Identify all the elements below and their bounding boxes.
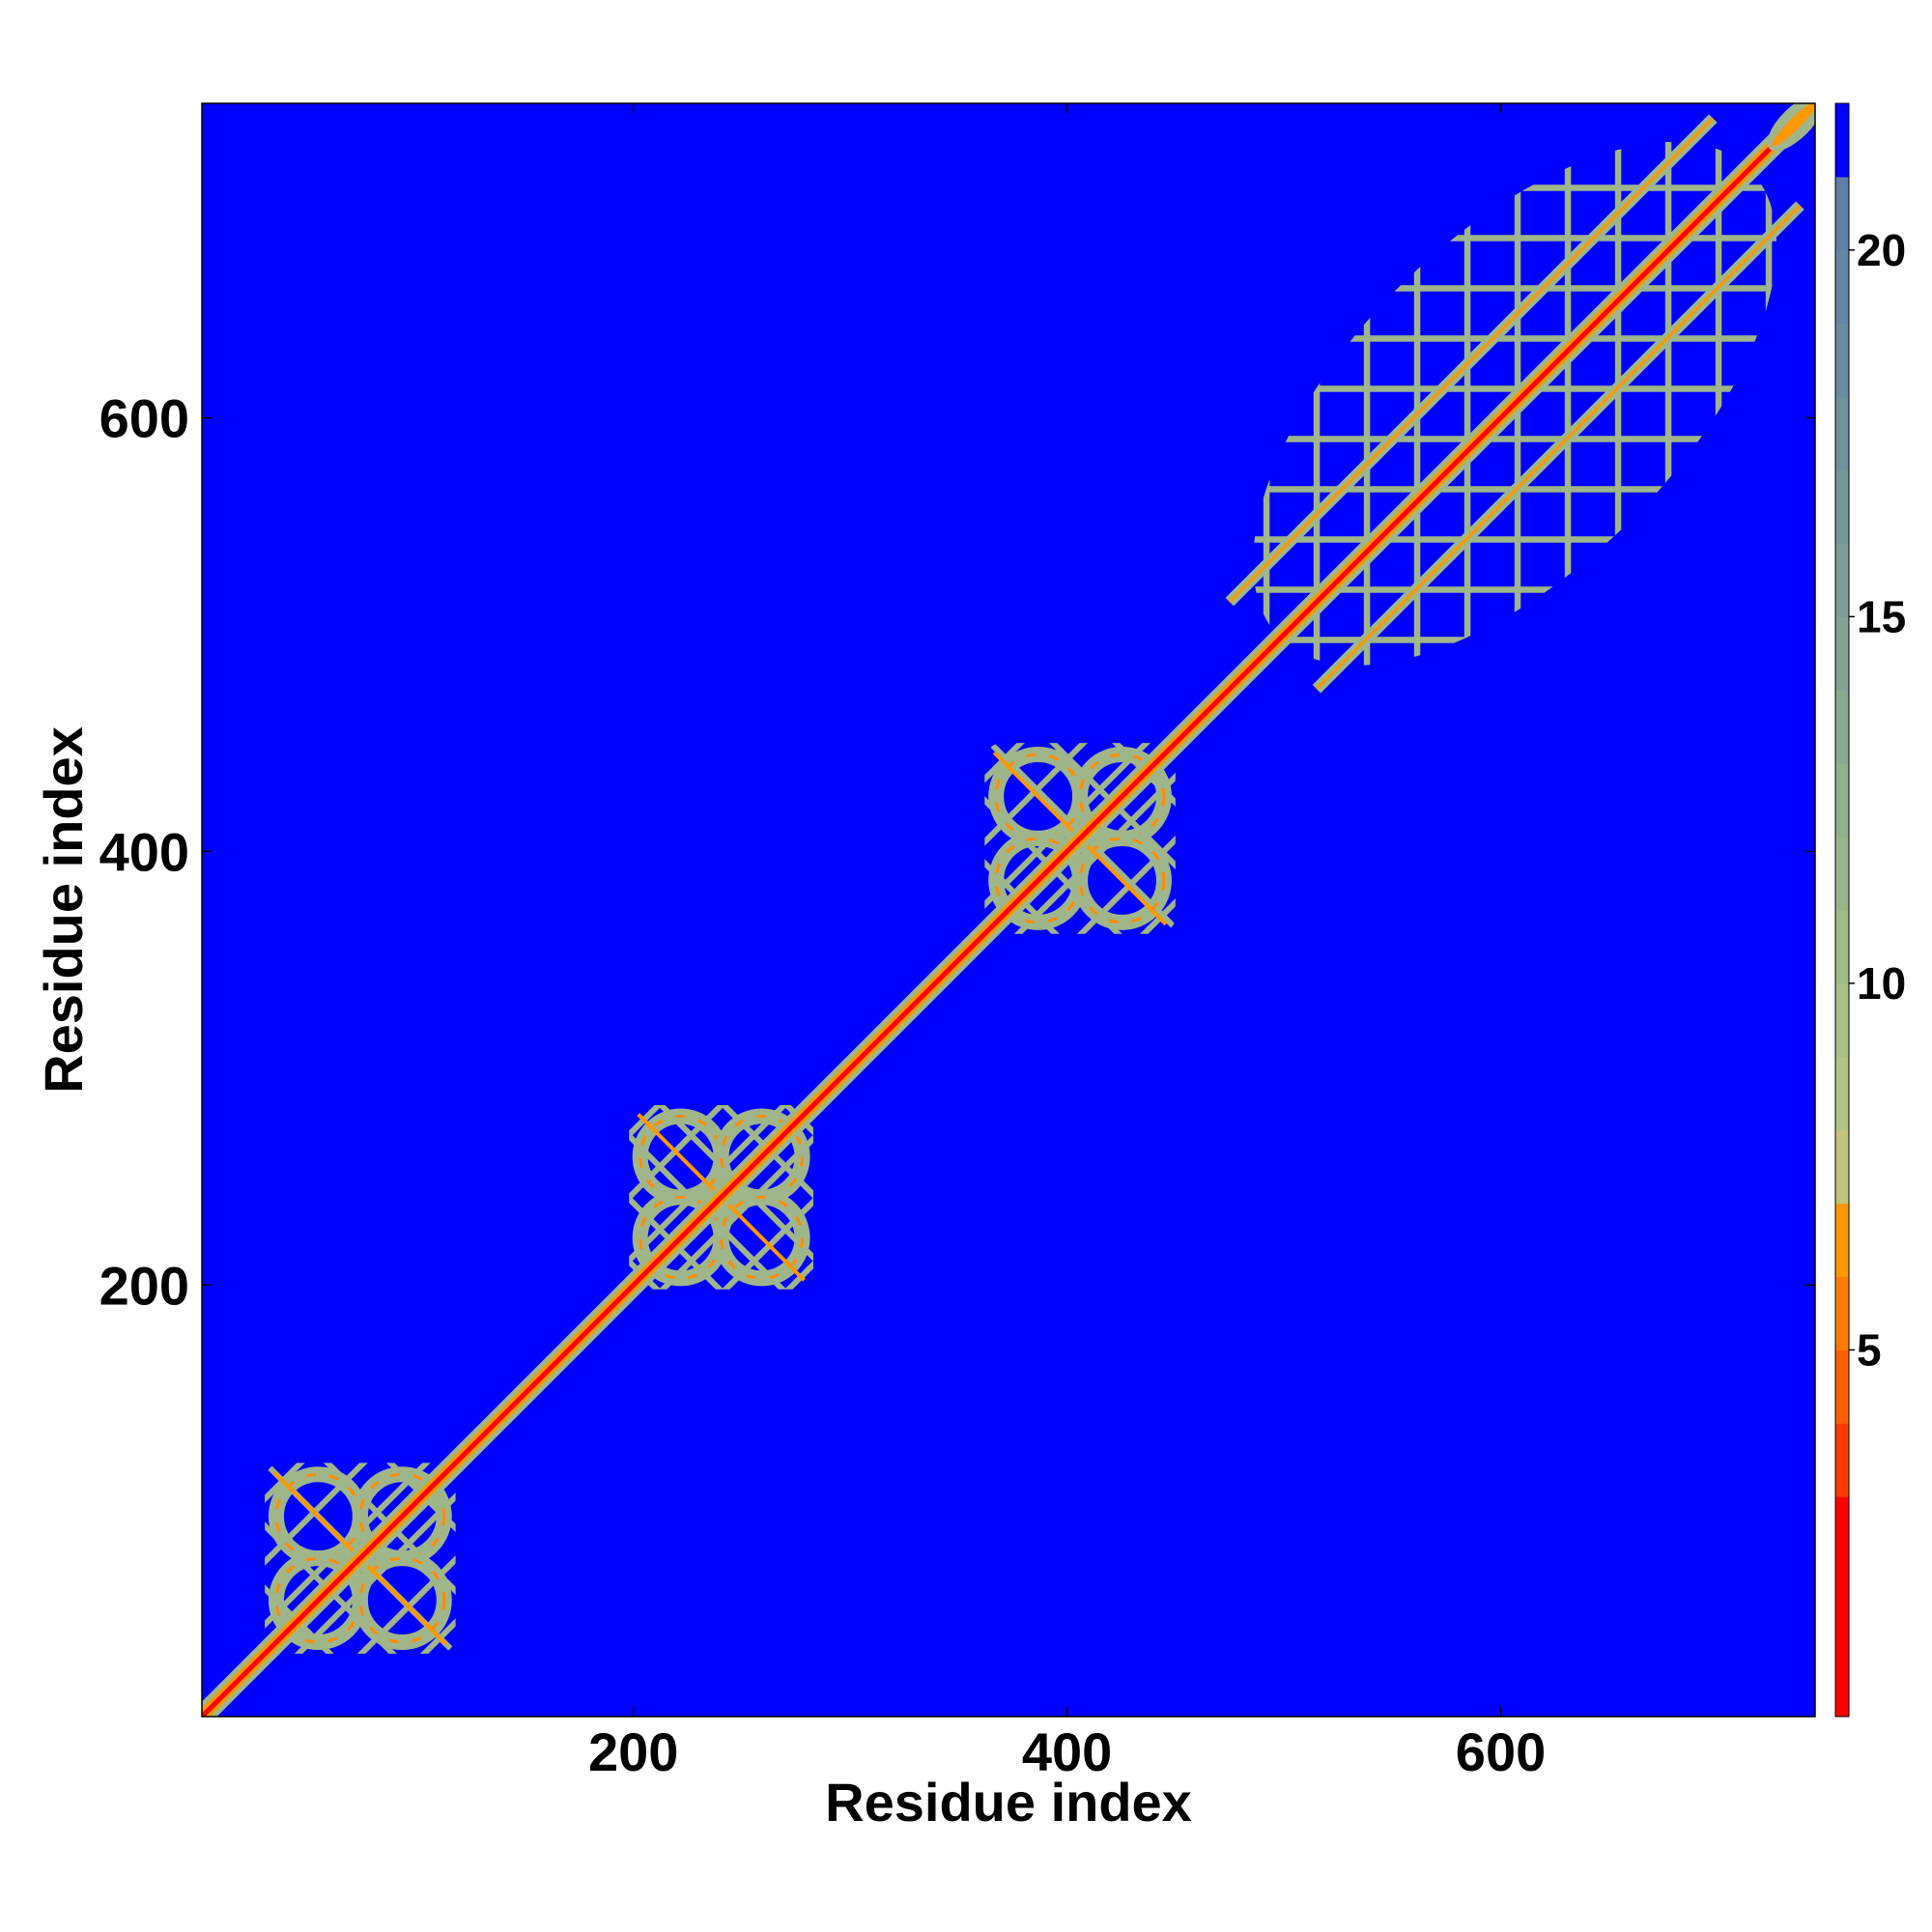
colorbar-ticks: 5 10 15 20 xyxy=(1849,225,1906,1375)
x-axis-ticks: 200 400 600 xyxy=(588,103,1546,1782)
y-tick-label: 600 xyxy=(99,387,189,448)
plot-marks xyxy=(202,103,1815,1717)
colorbar-band xyxy=(1835,543,1849,617)
diagonal-end-cap-core xyxy=(1772,103,1815,147)
colorbar-band xyxy=(1835,1276,1849,1350)
colorbar-tick-label: 5 xyxy=(1857,1324,1882,1375)
colorbar-band xyxy=(1835,1350,1849,1424)
colorbar-tick-label: 20 xyxy=(1857,225,1906,275)
block-ring-core xyxy=(720,1114,805,1199)
y-axis-title: Residue index xyxy=(33,726,94,1094)
colorbar-band xyxy=(1835,323,1849,398)
colorbar-tick-label: 15 xyxy=(1857,591,1906,641)
colorbar-band xyxy=(1835,176,1849,251)
block-ring-core xyxy=(720,1195,805,1280)
colorbar-band xyxy=(1835,837,1849,911)
diagonal-band xyxy=(202,103,1815,1717)
colorbar-band xyxy=(1835,1129,1849,1205)
block-ring-core xyxy=(1078,837,1166,924)
x-axis-title: Residue index xyxy=(825,1772,1192,1833)
colorbar-band xyxy=(1835,763,1849,838)
block-ring-core xyxy=(1078,753,1166,840)
diagonal-core xyxy=(202,103,1815,1717)
colorbar-band xyxy=(1835,910,1849,984)
colorbar xyxy=(1834,102,1850,1718)
colorbar-band xyxy=(1835,469,1849,544)
parallel-band-core xyxy=(1315,204,1802,691)
x-tick-label: 600 xyxy=(1456,1721,1546,1782)
x-tick-label: 200 xyxy=(588,1721,678,1782)
colorbar-band xyxy=(1835,1056,1849,1131)
block-ring-core xyxy=(358,1472,446,1560)
colorbar-band xyxy=(1835,1496,1849,1718)
colorbar-frame xyxy=(1834,102,1850,1718)
colorbar-band xyxy=(1835,1203,1849,1278)
colorbar-band xyxy=(1835,616,1849,691)
x-tick-label: 400 xyxy=(1022,1721,1112,1782)
block-ring-core xyxy=(358,1556,446,1644)
parallel-band-core xyxy=(1228,117,1715,604)
y-tick-label: 200 xyxy=(99,1255,189,1316)
y-axis-ticks: 200 400 600 xyxy=(99,387,1815,1316)
colorbar-band xyxy=(1835,249,1849,325)
colorbar-band xyxy=(1835,103,1849,178)
y-tick-label: 400 xyxy=(99,821,189,882)
colorbar-band xyxy=(1835,396,1849,471)
colorbar-band xyxy=(1835,982,1849,1058)
colorbar-band xyxy=(1835,690,1849,764)
colorbar-tick-label: 10 xyxy=(1857,958,1906,1009)
colorbar-band xyxy=(1835,1423,1849,1497)
plot-frame xyxy=(201,102,1816,1718)
